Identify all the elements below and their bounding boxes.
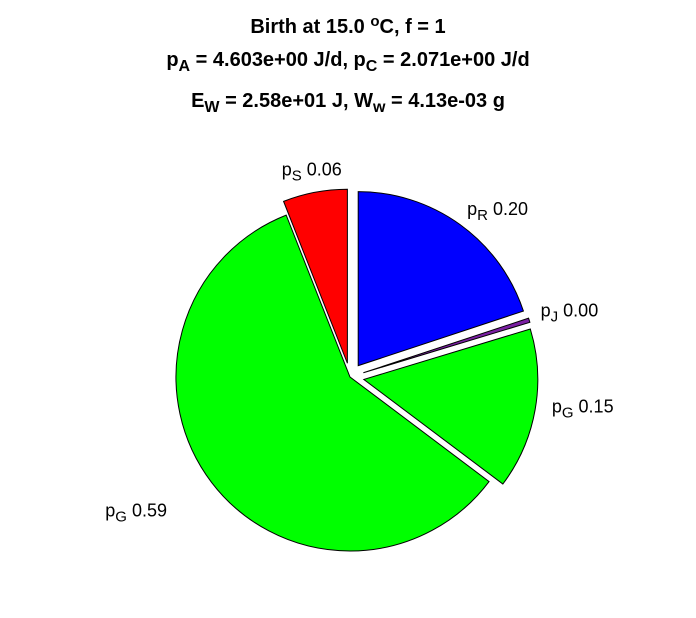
title-line-3: EW = 2.58e+01 J, Ww = 4.13e-03 g: [191, 90, 505, 116]
chart-title: Birth at 15.0 oC, f = 1 pA = 4.603e+00 J/…: [166, 13, 529, 116]
pie-slices: [175, 188, 539, 552]
pie-slice-ps-5: [282, 188, 348, 364]
slice-label-5: pS 0.06: [282, 160, 342, 185]
slice-label-1: pR 0.20: [467, 199, 528, 224]
title-line-1: Birth at 15.0 oC, f = 1: [250, 13, 445, 38]
title-line-2: pA = 4.603e+00 J/d, pC = 2.071e+00 J/d: [166, 49, 529, 75]
pie-slice-pr-1: [357, 191, 525, 367]
slice-labels: pR 0.20 pJ 0.00 pG 0.15 pG 0.59 pS 0.06: [105, 160, 613, 526]
slice-label-3: pG 0.15: [552, 397, 614, 422]
pie-slice-pg-4: [175, 214, 490, 552]
slice-label-4: pG 0.59: [105, 500, 167, 525]
pie-slice-pj-2: [363, 317, 531, 374]
pie-slice-pg-3: [362, 328, 539, 485]
slice-label-2: pJ 0.00: [541, 301, 599, 326]
